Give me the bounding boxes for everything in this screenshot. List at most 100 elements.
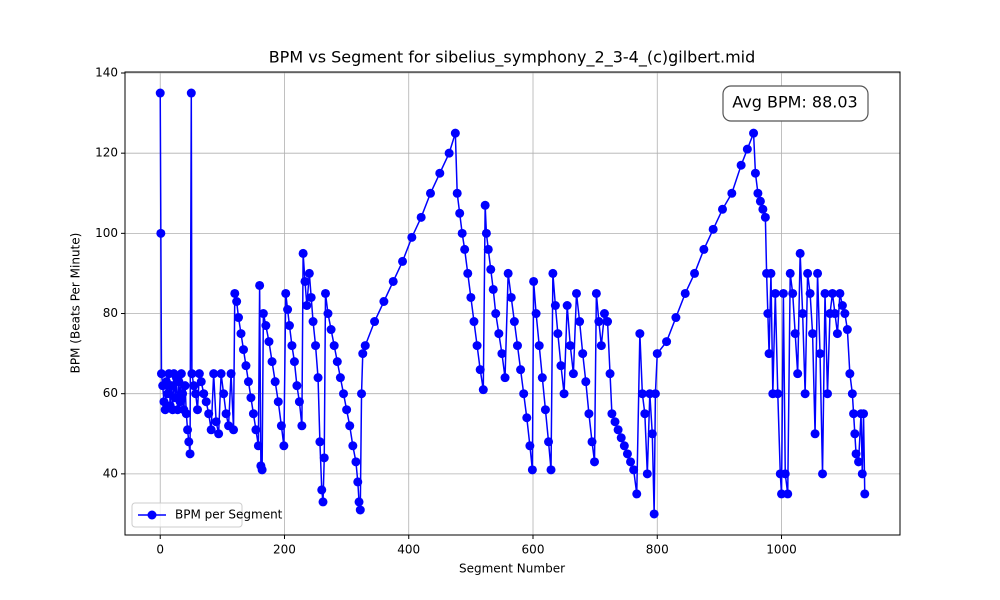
marker [556, 361, 566, 371]
marker [537, 373, 547, 383]
marker [500, 373, 510, 383]
marker [758, 204, 768, 214]
marker [204, 409, 214, 419]
marker [565, 341, 575, 351]
marker [219, 389, 229, 399]
marker [760, 212, 770, 222]
marker [788, 288, 798, 298]
marker [671, 313, 681, 323]
marker [236, 329, 246, 339]
marker [289, 357, 299, 367]
marker [230, 288, 240, 298]
marker [450, 128, 460, 138]
x-tick-label: 0 [156, 543, 164, 557]
marker [173, 405, 183, 415]
marker [176, 369, 186, 379]
marker [587, 437, 597, 447]
marker [478, 385, 488, 395]
marker [727, 188, 737, 198]
marker [590, 457, 600, 467]
marker [516, 365, 526, 375]
marker [348, 441, 358, 451]
marker [629, 465, 639, 475]
marker [778, 288, 788, 298]
marker [253, 441, 263, 451]
marker [494, 329, 504, 339]
marker [284, 321, 294, 331]
marker [398, 256, 408, 266]
marker [276, 421, 286, 431]
x-tick-label: 1000 [766, 543, 797, 557]
marker [329, 341, 339, 351]
marker [292, 381, 302, 391]
marker [287, 341, 297, 351]
x-axis-label: Segment Number [459, 562, 565, 576]
marker [773, 389, 783, 399]
legend-label: BPM per Segment [175, 508, 283, 522]
marker [610, 417, 620, 427]
marker [522, 413, 532, 423]
marker [832, 329, 842, 339]
marker [690, 268, 700, 278]
marker [845, 369, 855, 379]
marker [251, 425, 261, 435]
marker [335, 373, 345, 383]
marker [302, 301, 312, 311]
marker [849, 409, 859, 419]
marker [304, 268, 314, 278]
marker [486, 264, 496, 274]
marker [319, 453, 329, 463]
marker [607, 409, 617, 419]
marker [497, 349, 507, 359]
marker [469, 317, 479, 327]
marker [435, 168, 445, 178]
marker [178, 389, 188, 399]
marker [488, 284, 498, 294]
marker [214, 429, 224, 439]
marker [313, 373, 323, 383]
marker [770, 288, 780, 298]
marker [613, 425, 623, 435]
marker [619, 441, 629, 451]
x-tick-label: 400 [397, 543, 420, 557]
marker [320, 288, 330, 298]
marker [298, 248, 308, 258]
marker [527, 465, 537, 475]
marker [175, 397, 185, 407]
marker [860, 489, 870, 499]
marker [642, 469, 652, 479]
marker [662, 337, 672, 347]
x-tick-label: 200 [273, 543, 296, 557]
marker [155, 88, 165, 98]
marker [842, 325, 852, 335]
marker [795, 248, 805, 258]
marker [156, 369, 166, 379]
marker [850, 429, 860, 439]
marker [311, 341, 321, 351]
marker [637, 389, 647, 399]
marker [234, 313, 244, 323]
marker [379, 296, 389, 306]
marker [622, 449, 632, 459]
marker [255, 280, 265, 290]
marker [599, 309, 609, 319]
annotation: Avg BPM: 88.03 [732, 93, 857, 112]
marker [481, 228, 491, 238]
marker [339, 389, 349, 399]
marker [764, 349, 774, 359]
marker [544, 437, 554, 447]
marker [189, 381, 199, 391]
marker [300, 276, 310, 286]
marker [749, 128, 759, 138]
marker [457, 228, 467, 238]
marker [326, 325, 336, 335]
marker [575, 317, 585, 327]
plot-area [155, 88, 870, 519]
marker [480, 200, 490, 210]
marker [388, 276, 398, 286]
marker [323, 309, 333, 319]
marker [181, 409, 191, 419]
marker [353, 477, 363, 487]
marker [283, 305, 293, 315]
marker [854, 457, 864, 467]
